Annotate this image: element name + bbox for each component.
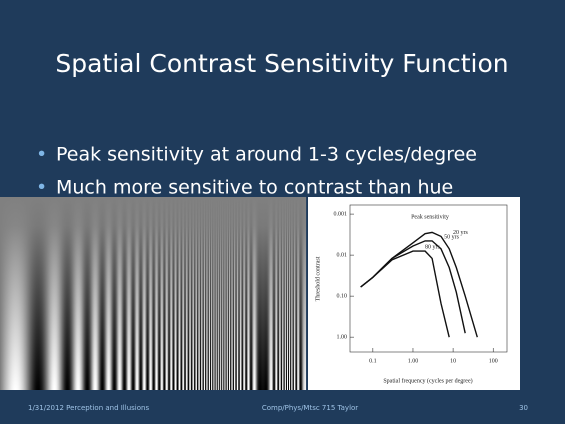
x-axis-label: Spatial frequency (cycles per degree)	[383, 377, 472, 384]
x-tick-label: 10	[450, 358, 456, 364]
x-tick-label: 100	[489, 358, 498, 364]
y-tick-label: 1.00	[337, 335, 348, 341]
y-tick-label: 0.001	[334, 211, 348, 217]
x-tick-label: 0.1	[369, 358, 377, 364]
bullet-dot: •	[36, 177, 47, 199]
footer-left: 1/31/2012 Perception and Illusions	[28, 404, 149, 412]
slide: Spatial Contrast Sensitivity Function • …	[0, 0, 565, 424]
slide-title: Spatial Contrast Sensitivity Function	[55, 49, 508, 78]
footer-right: 30	[519, 404, 528, 412]
series-label: 50 yrs	[444, 234, 459, 240]
bullet: Much more sensitive to contrast than hue	[56, 177, 453, 199]
bullet: Peak sensitivity at around 1-3 cycles/de…	[56, 144, 477, 166]
y-axis-label: Threshold contrast	[315, 256, 321, 301]
footer-center: Comp/Phys/Mtsc 715 Taylor	[262, 404, 358, 412]
series-label: 80 yrs	[425, 245, 440, 251]
y-tick-label: 0.10	[337, 294, 348, 300]
x-tick-label: 1.00	[408, 358, 419, 364]
y-tick-label: 0.01	[337, 252, 348, 258]
bullet-dot: •	[36, 144, 47, 166]
annotation: Peak sensitivity	[411, 214, 449, 220]
grating-fade	[0, 197, 306, 390]
